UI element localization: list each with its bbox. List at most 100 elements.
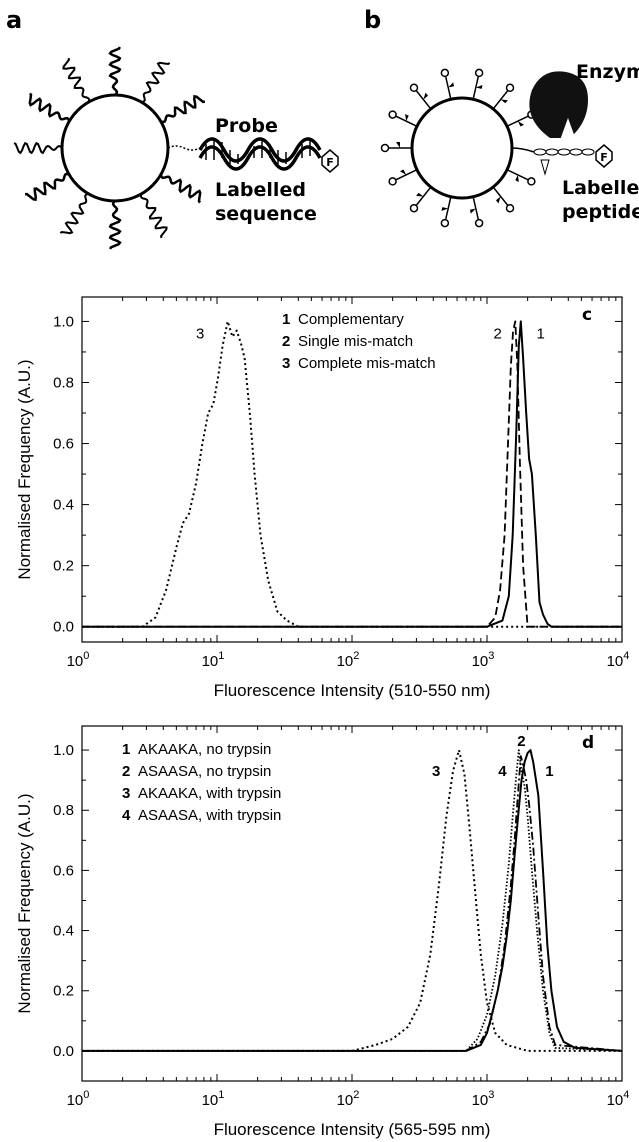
peptide-stalk xyxy=(492,83,515,110)
y-tick-label: 0.4 xyxy=(53,923,74,940)
chart-c: c 100 101 102 103 104 0.0 0.2 0.4 0.6 0.8 1.0 Fluor… xyxy=(15,296,630,700)
enzyme-label: Enzyme xyxy=(576,61,639,83)
dna-strand xyxy=(160,94,206,124)
x-tick-label: 101 xyxy=(202,1089,225,1109)
labelled-peptide-line2: peptide xyxy=(562,201,639,223)
legend-entry: ASAASA, with trypsin xyxy=(138,807,281,824)
legend-entry: Complete mis-match xyxy=(298,355,436,372)
peptide-stalk xyxy=(388,169,418,186)
panel-letter-d: d xyxy=(582,733,594,753)
dna-strand xyxy=(139,193,168,239)
peptide-stalk xyxy=(506,169,536,186)
curve-label: 4 xyxy=(498,763,507,780)
y-tick-label: 0.0 xyxy=(53,1043,74,1060)
legend-entry: ASAASA, no trypsin xyxy=(138,763,271,780)
y-tick-label: 0.8 xyxy=(53,374,74,391)
bead-a xyxy=(60,93,170,203)
series-line-1 xyxy=(82,749,623,1052)
fluorophore-b: F xyxy=(595,144,613,168)
curve-label: 2 xyxy=(494,326,502,343)
probe-label: Probe xyxy=(215,115,278,137)
legend-entry: Complementary xyxy=(298,311,404,328)
labelled-peptide-line1: Labelled xyxy=(562,177,639,199)
legend-number: 4 xyxy=(122,807,131,824)
probe-duplex xyxy=(198,137,322,171)
series-line-3 xyxy=(82,749,622,1052)
dna-strand xyxy=(159,174,202,204)
legend-number: 3 xyxy=(282,355,290,372)
dna-strand xyxy=(28,92,71,122)
peptide-stalk xyxy=(409,83,432,110)
y-tick-label: 0.2 xyxy=(53,558,74,575)
x-tick-label: 103 xyxy=(472,1089,495,1109)
x-tick-label: 103 xyxy=(472,650,495,670)
dna-strand xyxy=(141,61,171,104)
curve-label: 1 xyxy=(537,326,545,343)
peptide-stalk xyxy=(388,110,418,127)
enzyme-blob xyxy=(529,71,588,176)
panel-letter-b: b xyxy=(364,6,381,34)
peptide-stalks xyxy=(380,68,536,228)
x-tick-label: 100 xyxy=(67,1089,90,1109)
y-tick-label: 1.0 xyxy=(53,742,74,759)
fluor-mark-b: F xyxy=(600,151,608,164)
x-tick-label: 101 xyxy=(202,650,225,670)
series-line-4 xyxy=(82,749,623,1052)
peptide-stalk xyxy=(472,68,484,100)
curve-label: 3 xyxy=(432,763,440,780)
x-axis-title: Fluorescence Intensity (565-595 nm) xyxy=(214,1120,491,1139)
y-tick-label: 0.6 xyxy=(53,436,74,453)
labelled-sequence-line1: Labelled xyxy=(215,179,306,201)
y-tick-label: 0.4 xyxy=(53,497,74,514)
peptide-stalk xyxy=(469,196,484,228)
y-tick-label: 0.2 xyxy=(53,983,74,1000)
x-axis-title: Fluorescence Intensity (510-550 nm) xyxy=(214,681,491,700)
x-tick-label: 102 xyxy=(337,1089,360,1109)
series-line-1 xyxy=(82,320,622,628)
peptide-stalk xyxy=(409,186,432,213)
peptide-stalk xyxy=(380,142,412,153)
dna-strand xyxy=(108,200,122,250)
dna-strand xyxy=(108,46,122,96)
peptide-chain xyxy=(533,148,595,156)
series-line-3 xyxy=(82,320,622,628)
y-tick-label: 0.6 xyxy=(53,862,74,879)
legend-number: 2 xyxy=(282,333,290,350)
y-tick-label: 1.0 xyxy=(53,313,74,330)
series-line-2 xyxy=(82,755,623,1052)
y-tick-label: 0.8 xyxy=(53,802,74,819)
legend-number: 2 xyxy=(122,763,130,780)
fluor-mark-a: F xyxy=(326,156,334,169)
labelled-sequence-line2: sequence xyxy=(215,203,317,225)
dna-strand xyxy=(24,172,70,202)
dna-strand xyxy=(13,141,63,155)
x-tick-label: 104 xyxy=(607,1089,630,1109)
y-tick-label: 0.0 xyxy=(53,619,74,636)
peptide-stalk xyxy=(492,186,515,213)
linker-b xyxy=(511,147,535,153)
chart-d: d 100 101 102 103 104 0.0 0.2 0.4 0.6 0.8 1.0 Fluor… xyxy=(15,725,630,1139)
x-tick-label: 100 xyxy=(67,650,90,670)
fluorophore-a: F xyxy=(321,149,339,173)
panel-letter-a: a xyxy=(6,6,22,34)
x-tick-label: 102 xyxy=(337,650,360,670)
dna-strand xyxy=(62,57,91,103)
bead-b xyxy=(410,96,514,200)
curve-label: 1 xyxy=(545,763,553,780)
series-line-2 xyxy=(82,320,622,628)
schematic-panel-a: a F Probe Labelled sequence xyxy=(6,6,339,250)
legend-entry: AKAAKA, with trypsin xyxy=(138,785,281,802)
panel-letter-c: c xyxy=(582,305,592,325)
curve-label: 3 xyxy=(196,326,204,343)
legend-number: 1 xyxy=(282,311,290,328)
dna-strand xyxy=(59,192,89,235)
dna-strands xyxy=(13,46,206,250)
legend-number: 1 xyxy=(122,741,130,758)
peptide-stalk xyxy=(440,196,452,228)
legend-entry: Single mis-match xyxy=(298,333,413,350)
y-axis-title: Normalised Frequency (A.U.) xyxy=(15,793,34,1013)
x-tick-label: 104 xyxy=(607,650,630,670)
legend-number: 3 xyxy=(122,785,130,802)
linker-a xyxy=(167,145,201,151)
